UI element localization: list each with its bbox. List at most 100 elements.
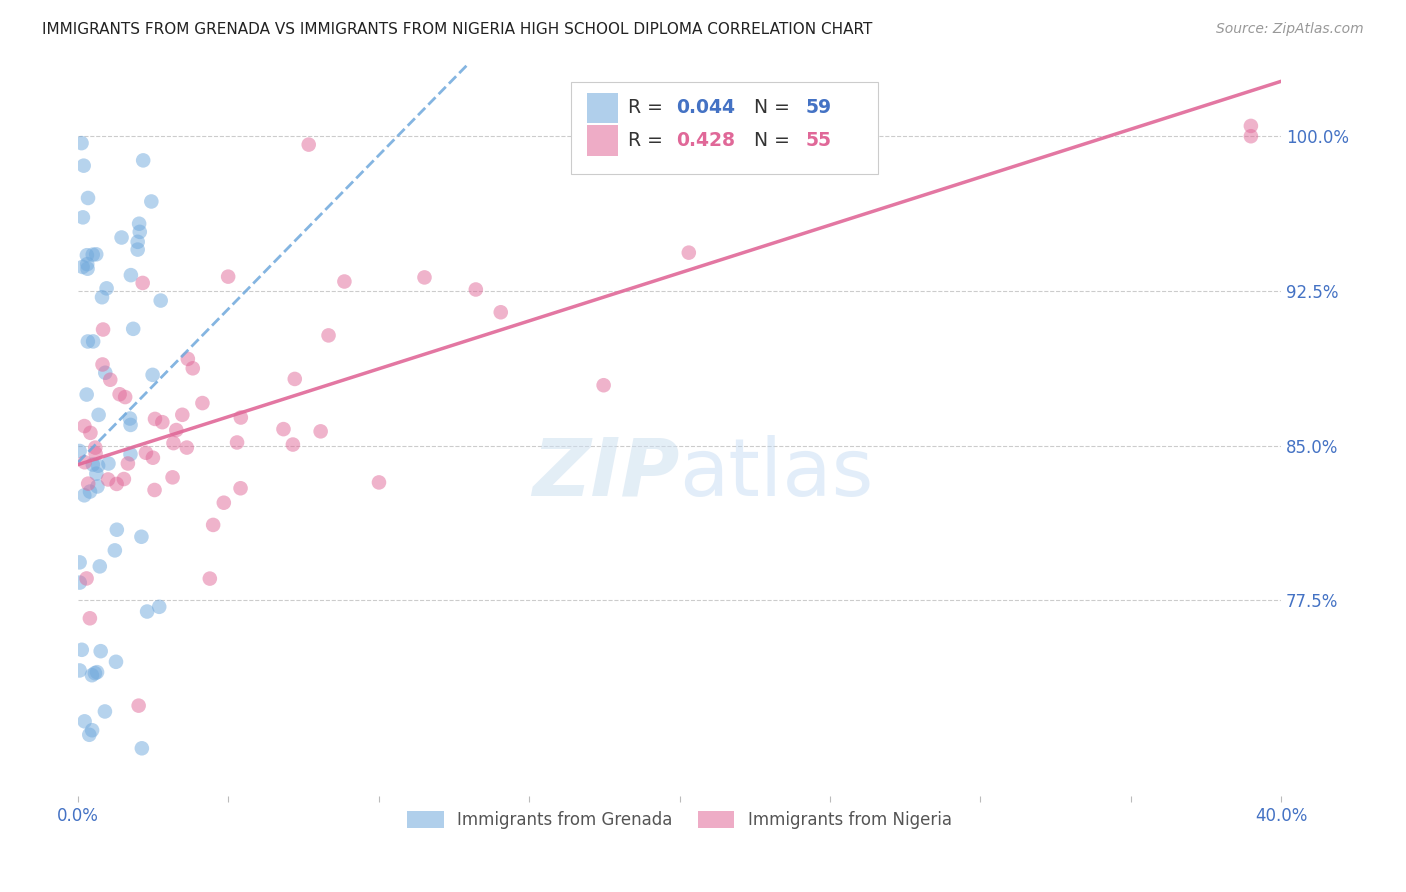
Point <box>69 444 91 458</box>
Point <box>217 269 239 284</box>
Point <box>131 530 153 544</box>
Point <box>229 481 252 495</box>
Point <box>98 373 121 387</box>
Point <box>94 366 117 380</box>
Point <box>105 523 128 537</box>
Point <box>120 417 142 432</box>
Point <box>284 372 307 386</box>
Point <box>91 290 114 304</box>
Point <box>114 390 136 404</box>
Text: 0.428: 0.428 <box>676 131 735 150</box>
Point <box>368 475 391 490</box>
Point <box>143 412 166 426</box>
Point <box>79 611 101 625</box>
Point <box>127 235 149 249</box>
Point <box>90 644 112 658</box>
Text: IMMIGRANTS FROM GRENADA VS IMMIGRANTS FROM NIGERIA HIGH SCHOOL DIPLOMA CORRELATI: IMMIGRANTS FROM GRENADA VS IMMIGRANTS FR… <box>42 22 873 37</box>
Point <box>69 664 91 678</box>
Point <box>77 476 100 491</box>
Point <box>592 378 614 392</box>
Point <box>73 159 96 173</box>
Point <box>165 423 187 437</box>
Point <box>76 334 98 349</box>
FancyBboxPatch shape <box>586 125 619 155</box>
Point <box>82 334 104 349</box>
Point <box>128 217 150 231</box>
Point <box>143 483 166 497</box>
Point <box>86 665 108 680</box>
Point <box>104 543 127 558</box>
Point <box>84 441 107 455</box>
Point <box>104 655 127 669</box>
Point <box>162 436 184 450</box>
Point <box>87 408 110 422</box>
Point <box>839 119 862 133</box>
Text: ZIP: ZIP <box>531 435 679 513</box>
Point <box>212 496 235 510</box>
Point <box>97 457 120 471</box>
Point <box>127 243 149 257</box>
Point <box>79 425 101 440</box>
Point <box>86 467 108 481</box>
Point <box>96 281 118 295</box>
Point <box>91 358 114 372</box>
Point <box>76 248 98 262</box>
Point <box>72 211 94 225</box>
Point <box>135 446 157 460</box>
Point <box>105 477 128 491</box>
Point <box>112 472 135 486</box>
Point <box>76 571 98 585</box>
Point <box>177 351 200 366</box>
Point <box>150 415 173 429</box>
Point <box>181 361 204 376</box>
Text: Source: ZipAtlas.com: Source: ZipAtlas.com <box>1216 22 1364 37</box>
Point <box>131 741 153 756</box>
Point <box>128 698 150 713</box>
Point <box>122 322 145 336</box>
Point <box>678 245 700 260</box>
Point <box>77 191 100 205</box>
Point <box>70 136 93 150</box>
Point <box>97 473 120 487</box>
Point <box>229 410 252 425</box>
Point <box>413 270 436 285</box>
Point <box>226 435 249 450</box>
Point <box>118 411 141 425</box>
Point <box>82 458 104 472</box>
Point <box>84 247 107 261</box>
FancyBboxPatch shape <box>571 82 877 174</box>
Text: 55: 55 <box>806 131 832 150</box>
Text: R =: R = <box>628 98 669 118</box>
Point <box>73 455 96 469</box>
Point <box>202 517 225 532</box>
Point <box>94 705 117 719</box>
Text: 0.044: 0.044 <box>676 98 735 118</box>
Point <box>198 572 221 586</box>
Point <box>132 153 155 168</box>
Point <box>176 441 198 455</box>
Point <box>89 559 111 574</box>
Point <box>86 479 108 493</box>
Point <box>281 437 304 451</box>
Point <box>80 668 103 682</box>
Point <box>136 605 159 619</box>
Point <box>1240 129 1263 144</box>
Point <box>73 488 96 502</box>
Point <box>79 484 101 499</box>
Point <box>91 322 114 336</box>
Point <box>131 276 153 290</box>
Text: 59: 59 <box>806 98 832 118</box>
Point <box>464 283 486 297</box>
Point <box>72 260 94 274</box>
Point <box>1240 119 1263 133</box>
Point <box>318 328 340 343</box>
Point <box>84 446 107 460</box>
Text: atlas: atlas <box>679 435 875 513</box>
Point <box>149 293 172 308</box>
Point <box>73 419 96 434</box>
Text: N =: N = <box>754 131 796 150</box>
Point <box>120 447 142 461</box>
Point <box>117 457 139 471</box>
Text: N =: N = <box>754 98 796 118</box>
Point <box>120 268 142 282</box>
